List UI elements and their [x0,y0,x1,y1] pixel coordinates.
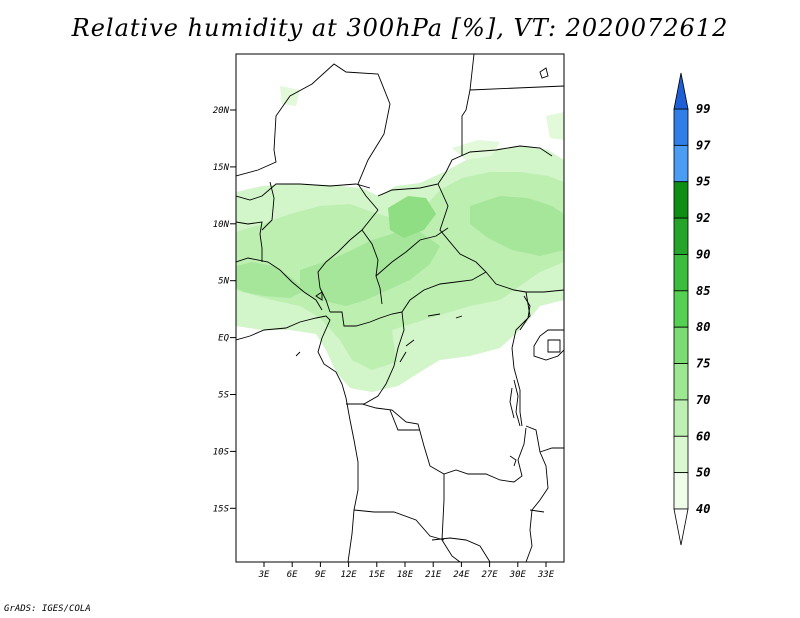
lon-label: 33E [537,570,555,580]
colorbar-level-label: 95 [696,175,710,189]
lon-label: 18E [397,570,414,580]
colorbar-level-label: 75 [696,357,710,371]
colorbar-segment [673,435,689,474]
colorbar-level-label: 60 [696,429,710,443]
lakes [295,67,561,513]
colorbar-bottom-arrow [673,508,689,546]
colorbar: 99 97 95 92 90 85 80 75 70 60 50 40 [673,72,711,546]
colorbar-level-label: 90 [696,247,710,261]
colorbar-segment [673,472,689,510]
colorbar-segment [673,326,689,364]
lat-label: 5S [218,391,229,401]
humidity-shading [236,86,564,392]
lat-label: 15N [213,163,230,173]
lon-label: 12E [340,570,357,580]
humidity-core-north [388,196,436,238]
humidity-core-coast [236,262,306,298]
colorbar-segment [673,290,689,328]
colorbar-segment [673,254,689,292]
lon-label: 6E [287,570,298,580]
colorbar-level-label: 97 [696,138,711,152]
lon-label: 30E [509,570,527,580]
colorbar-segment [673,108,689,146]
latitude-ticks: 20N 15N 10N 5N EQ 5S 10S 15S [213,106,236,514]
colorbar-level-label: 80 [696,320,710,334]
lat-label: 20N [213,106,230,116]
lat-label: 15S [213,504,230,514]
map-title: Relative humidity at 300hPa [%], VT: 202… [71,14,729,42]
colorbar-level-label: 92 [696,211,710,225]
colorbar-level-label: 40 [696,502,710,516]
humidity-core-east [470,196,564,256]
colorbar-top-arrow [673,72,689,110]
colorbar-segment [673,144,689,183]
colorbar-segment [673,363,689,401]
lon-label: 15E [369,570,386,580]
grads-credit: GrADS: IGES/COLA [4,604,91,614]
lat-label: 10N [213,220,230,230]
colorbar-level-label: 50 [696,466,710,480]
colorbar-level-label: 99 [696,102,710,116]
lon-label: 3E [258,570,270,580]
colorbar-level-label: 70 [696,393,710,407]
lon-label: 27E [481,570,498,580]
lon-label: 21E [425,570,442,580]
lat-label: 5N [218,277,229,287]
lon-label: 9E [315,570,326,580]
longitude-ticks: 3E 6E 9E 12E 15E 18E 21E 24E 27E 30E 33E [258,562,555,580]
colorbar-segment [673,399,689,437]
colorbar-level-label: 85 [696,284,710,298]
humidity-patch-south [392,300,520,366]
colorbar-segment [673,217,689,255]
colorbar-segment [673,181,689,219]
lon-label: 24E [453,570,470,580]
lat-label: EQ [218,334,229,344]
map-frame [235,53,565,563]
country-borders [236,54,564,562]
lat-label: 10S [213,447,230,457]
humidity-core-west [300,232,440,306]
humidity-patch-ne [546,112,564,140]
